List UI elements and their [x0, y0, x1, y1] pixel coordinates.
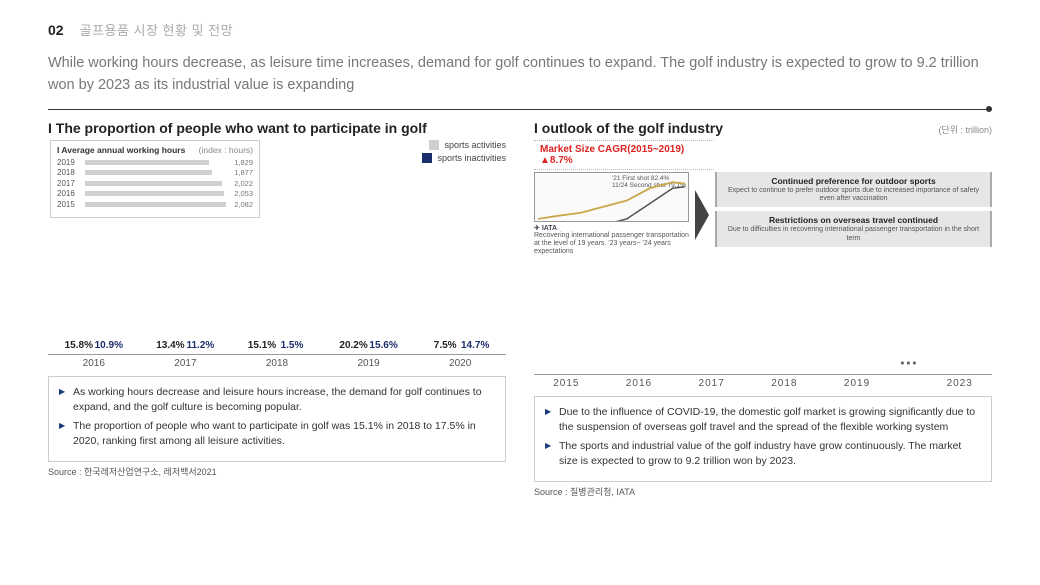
intro-text: While working hours decrease, as leisure… — [48, 53, 992, 97]
gap-ellipsis: ⋯ — [897, 353, 919, 374]
slide-page: 02 골프용품 시장 현황 및 전망 While working hours d… — [0, 0, 1040, 585]
bullet-item: The sports and industrial value of the g… — [545, 439, 981, 469]
axis-label: 2015 — [534, 375, 599, 390]
columns: I The proportion of people who want to p… — [48, 120, 992, 574]
header: 02 골프용품 시장 현황 및 전망 — [48, 20, 992, 39]
info-box: Restrictions on overseas travel continue… — [715, 211, 992, 247]
market-size-chart: 4.84.95.46.26.7⋯9.2 20152016201720182019… — [534, 260, 992, 390]
inset-row: 20181,877 — [57, 168, 253, 177]
right-source: Source : 질병관리청, IATA — [534, 485, 992, 498]
axis-label: 2017 — [150, 355, 220, 370]
right-top-panel: '21 First shot 82.4%11/24 Second shot 79… — [534, 172, 992, 258]
axis-label: 2023 — [927, 375, 992, 390]
page-title-kr: 골프용품 시장 현황 및 전망 — [80, 20, 234, 39]
left-source: Source : 한국레저산업연구소, 레저백서2021 — [48, 465, 506, 478]
axis-label: 2017 — [679, 375, 744, 390]
right-title: I outlook of the golf industry — [534, 120, 723, 136]
arrow-icon — [695, 172, 709, 258]
info-boxes: Continued preference for outdoor sportsE… — [715, 172, 992, 258]
right-bullets: Due to the influence of COVID-19, the do… — [534, 396, 992, 483]
inset-row: 20172,022 — [57, 179, 253, 188]
info-box: Continued preference for outdoor sportsE… — [715, 172, 992, 208]
left-chart: sports activities sports inactivities I … — [48, 140, 506, 370]
bullet-item: As working hours decrease and leisure ho… — [59, 385, 495, 415]
axis-label: 2018 — [242, 355, 312, 370]
working-hours-inset: I Average annual working hours (index : … — [50, 140, 260, 218]
bullet-item: Due to the influence of COVID-19, the do… — [545, 405, 981, 435]
page-number: 02 — [48, 22, 64, 38]
left-column: I The proportion of people who want to p… — [48, 120, 506, 574]
left-bullets: As working hours decrease and leisure ho… — [48, 376, 506, 463]
axis-label: 2020 — [425, 355, 495, 370]
right-column: I outlook of the golf industry (단위 : tri… — [534, 120, 992, 574]
mini-chart-box: '21 First shot 82.4%11/24 Second shot 79… — [534, 172, 689, 258]
bullet-item: The proportion of people who want to par… — [59, 419, 495, 449]
axis-label: 2019 — [825, 375, 890, 390]
divider-line — [48, 109, 992, 110]
axis-label: 2016 — [59, 355, 129, 370]
mini-chart-text: Recovering international passenger trans… — [534, 232, 689, 257]
axis-label: 2016 — [607, 375, 672, 390]
axis-label: 2018 — [752, 375, 817, 390]
cagr-label: Market Size CAGR(2015~2019) ▲8.7% — [534, 140, 714, 170]
axis-label: 2019 — [334, 355, 404, 370]
left-title: I The proportion of people who want to p… — [48, 120, 506, 136]
iata-icon: ✈ IATA — [534, 224, 689, 232]
inset-row: 20162,053 — [57, 189, 253, 198]
inset-row: 20152,082 — [57, 200, 253, 209]
inset-row: 20191,829 — [57, 158, 253, 167]
right-unit: (단위 : trillion) — [938, 123, 992, 136]
